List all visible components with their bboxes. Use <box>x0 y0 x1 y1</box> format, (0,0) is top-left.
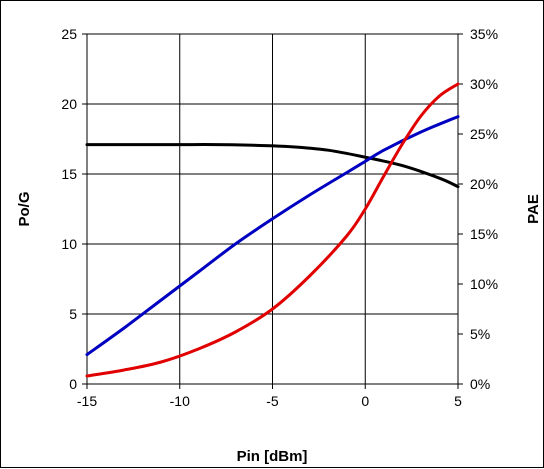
y-tick-label: 0 <box>69 376 77 392</box>
x-tick-label: -15 <box>77 393 97 409</box>
y2-tick-label: 0% <box>470 376 490 392</box>
y-tick-label: 10 <box>61 236 77 252</box>
y-tick-label: 25 <box>61 26 77 42</box>
series-blue-line <box>85 115 460 357</box>
y-tick-label: 20 <box>61 96 77 112</box>
series-group <box>85 82 460 378</box>
series-black-line <box>85 143 460 189</box>
x-tick-label: 0 <box>361 393 369 409</box>
y2-tick-label: 25% <box>470 126 498 142</box>
x-tick-label: 5 <box>454 393 462 409</box>
x-axis-title: Pin [dBm] <box>237 448 308 465</box>
y2-tick-label: 35% <box>470 26 498 42</box>
tick-labels: -15 -10 -5 0 5 0 5 10 15 20 25 0% 5% 10% 15% 20% 25% 30% 3… <box>61 26 498 409</box>
x-tick-label: -5 <box>266 393 279 409</box>
y-tick-label: 5 <box>69 306 77 322</box>
series-red-line <box>85 82 460 378</box>
y2-tick-label: 10% <box>470 276 498 292</box>
y2-tick-label: 30% <box>470 76 498 92</box>
y2-tick-label: 5% <box>470 326 490 342</box>
y2-axis-title: PAE <box>525 194 542 224</box>
y-tick-label: 15 <box>61 166 77 182</box>
y2-tick-label: 20% <box>470 176 498 192</box>
y-axis-title: Po/G <box>16 191 33 226</box>
x-tick-label: -10 <box>170 393 190 409</box>
y2-tick-label: 15% <box>470 226 498 242</box>
